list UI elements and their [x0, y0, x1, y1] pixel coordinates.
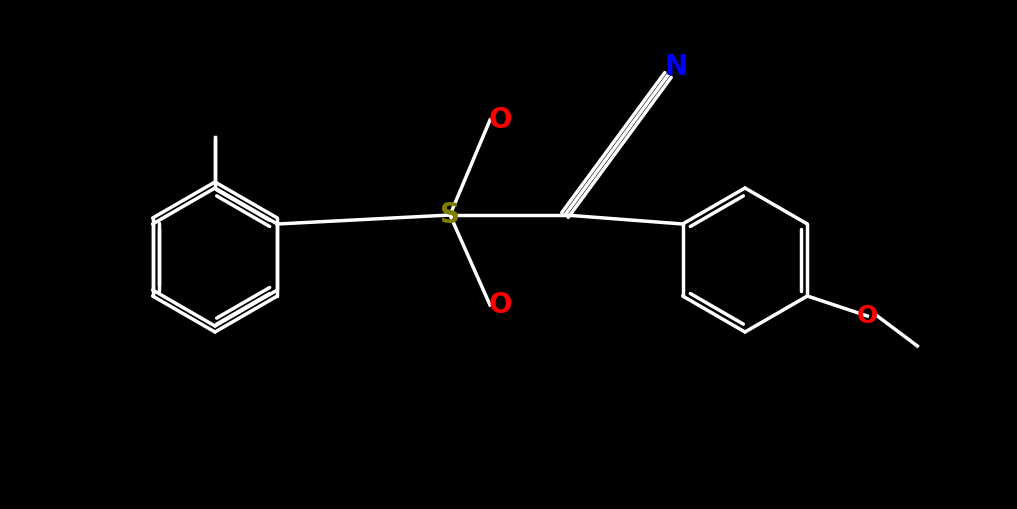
Text: O: O [488, 291, 512, 319]
Text: S: S [440, 201, 460, 229]
Text: O: O [488, 106, 512, 134]
Text: N: N [664, 53, 687, 81]
Text: O: O [856, 304, 878, 328]
